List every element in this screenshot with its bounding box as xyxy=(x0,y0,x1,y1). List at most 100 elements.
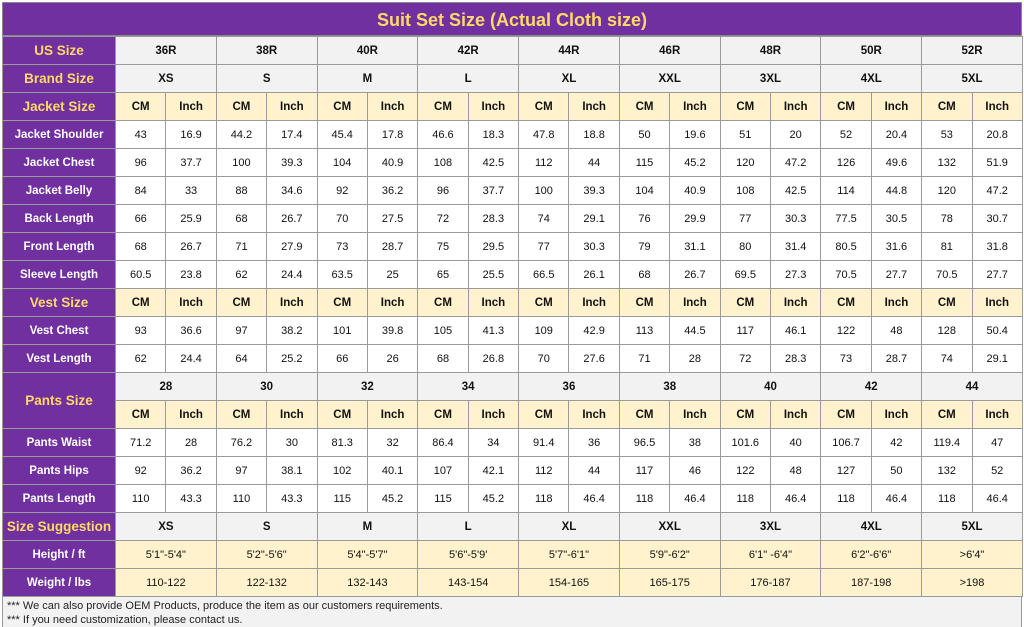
us-size-cell: 48R xyxy=(719,36,822,65)
measurement-cell: 27.6 xyxy=(568,344,620,373)
measurement-cell: 18.3 xyxy=(467,120,520,149)
measurement-cell: 63.5 xyxy=(316,260,368,289)
unit-cm-header: CM xyxy=(215,92,268,121)
measurement-cell: 78 xyxy=(921,204,973,233)
measurement-cell: 41.3 xyxy=(467,316,520,345)
measurement-cell: 17.4 xyxy=(266,120,318,149)
measurement-cell: 65 xyxy=(417,260,469,289)
measurement-cell: 26.7 xyxy=(266,204,318,233)
pants-size-label: Pants Size xyxy=(2,372,116,429)
measurement-cell: 46.4 xyxy=(568,484,620,513)
measurement-cell: 117 xyxy=(719,316,771,345)
measurement-cell: 114 xyxy=(820,176,872,205)
measurement-cell: 50 xyxy=(618,120,671,149)
measurement-cell: 27.9 xyxy=(266,232,318,261)
unit-cm-header: CM xyxy=(518,400,570,429)
measurement-cell: 38 xyxy=(669,428,721,457)
jacket-row-label: Jacket Belly xyxy=(2,176,116,205)
jacket-row-label: Back Length xyxy=(2,204,116,233)
height-cell: >6'4" xyxy=(921,540,1023,569)
measurement-cell: 113 xyxy=(618,316,671,345)
height-cell: 5'6"-5'9' xyxy=(417,540,520,569)
measurement-cell: 20 xyxy=(769,120,822,149)
measurement-cell: 25.5 xyxy=(467,260,520,289)
jacket-row-label: Sleeve Length xyxy=(2,260,116,289)
measurement-cell: 36.2 xyxy=(366,176,419,205)
unit-cm-header: CM xyxy=(518,92,570,121)
measurement-cell: 33 xyxy=(165,176,217,205)
measurement-cell: 52 xyxy=(971,456,1023,485)
measurement-cell: 64 xyxy=(215,344,268,373)
unit-inch-header: Inch xyxy=(366,92,419,121)
measurement-cell: 68 xyxy=(618,260,671,289)
measurement-cell: 106.7 xyxy=(820,428,872,457)
measurement-cell: 96 xyxy=(114,148,167,177)
measurement-cell: 18.8 xyxy=(568,120,620,149)
measurement-cell: 27.7 xyxy=(971,260,1023,289)
measurement-cell: 109 xyxy=(518,316,570,345)
suggestion-size-cell: L xyxy=(417,512,520,541)
height-cell: 5'7"-6'1" xyxy=(518,540,620,569)
measurement-cell: 51 xyxy=(719,120,771,149)
measurement-cell: 42 xyxy=(870,428,923,457)
measurement-cell: 31.1 xyxy=(669,232,721,261)
unit-cm-header: CM xyxy=(417,288,469,317)
measurement-cell: 43 xyxy=(114,120,167,149)
unit-cm-header: CM xyxy=(618,400,671,429)
unit-inch-header: Inch xyxy=(870,288,923,317)
measurement-cell: 71.2 xyxy=(114,428,167,457)
weight-cell: 176-187 xyxy=(719,568,822,597)
unit-inch-header: Inch xyxy=(366,288,419,317)
jacket-row-label: Jacket Shoulder xyxy=(2,120,116,149)
measurement-cell: 73 xyxy=(316,232,368,261)
measurement-cell: 29.5 xyxy=(467,232,520,261)
measurement-cell: 47 xyxy=(971,428,1023,457)
us-size-cell: 36R xyxy=(115,36,217,65)
measurement-cell: 30 xyxy=(266,428,318,457)
measurement-cell: 93 xyxy=(114,316,167,345)
measurement-cell: 47.2 xyxy=(971,176,1023,205)
measurement-cell: 92 xyxy=(316,176,368,205)
unit-inch-header: Inch xyxy=(165,288,217,317)
height-cell: 5'9"-6'2" xyxy=(618,540,721,569)
measurement-cell: 31.8 xyxy=(971,232,1023,261)
pants-size-cell: 34 xyxy=(417,372,520,401)
pants-size-cell: 38 xyxy=(618,372,721,401)
measurement-cell: 31.6 xyxy=(870,232,923,261)
unit-inch-header: Inch xyxy=(266,92,318,121)
measurement-cell: 62 xyxy=(215,260,268,289)
measurement-cell: 30.3 xyxy=(568,232,620,261)
suggestion-size-cell: 5XL xyxy=(921,512,1023,541)
vest-row-label: Vest Chest xyxy=(2,316,116,345)
measurement-cell: 112 xyxy=(518,148,570,177)
height-cell: 5'4"-5'7" xyxy=(316,540,419,569)
measurement-cell: 45.2 xyxy=(467,484,520,513)
measurement-cell: 101.6 xyxy=(719,428,771,457)
measurement-cell: 96.5 xyxy=(618,428,671,457)
unit-cm-header: CM xyxy=(518,288,570,317)
measurement-cell: 42.5 xyxy=(467,148,520,177)
measurement-cell: 118 xyxy=(518,484,570,513)
measurement-cell: 100 xyxy=(215,148,268,177)
measurement-cell: 71 xyxy=(618,344,671,373)
measurement-cell: 28.7 xyxy=(870,344,923,373)
unit-inch-header: Inch xyxy=(769,288,822,317)
unit-inch-header: Inch xyxy=(669,92,721,121)
unit-cm-header: CM xyxy=(215,288,268,317)
measurement-cell: 119.4 xyxy=(921,428,973,457)
measurement-cell: 74 xyxy=(518,204,570,233)
measurement-cell: 29.9 xyxy=(669,204,721,233)
measurement-cell: 28.7 xyxy=(366,232,419,261)
unit-cm-header: CM xyxy=(618,92,671,121)
measurement-cell: 24.4 xyxy=(165,344,217,373)
measurement-cell: 48 xyxy=(870,316,923,345)
measurement-cell: 46 xyxy=(669,456,721,485)
measurement-cell: 132 xyxy=(921,456,973,485)
measurement-cell: 43.3 xyxy=(266,484,318,513)
unit-inch-header: Inch xyxy=(165,400,217,429)
measurement-cell: 31.4 xyxy=(769,232,822,261)
unit-inch-header: Inch xyxy=(870,92,923,121)
measurement-cell: 20.8 xyxy=(971,120,1023,149)
measurement-cell: 117 xyxy=(618,456,671,485)
unit-inch-header: Inch xyxy=(568,288,620,317)
